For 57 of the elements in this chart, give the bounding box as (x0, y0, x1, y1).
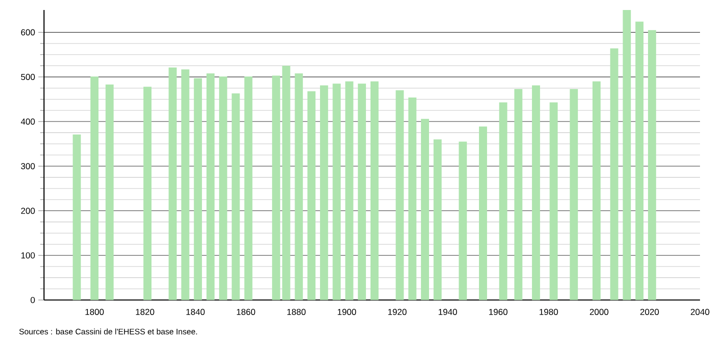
bar (194, 78, 202, 300)
y-tick-label: 400 (20, 118, 35, 125)
bar (181, 69, 190, 300)
y-tick-label: 600 (21, 29, 35, 36)
bar (408, 97, 416, 300)
source-note: Sources : base Cassini de l'EHESS et base Insee. (19, 328, 197, 334)
bar (570, 88, 578, 300)
x-tick-label: 1840 (186, 308, 205, 315)
bar (282, 66, 290, 300)
bar (307, 91, 316, 300)
x-tick-label: 2000 (590, 308, 608, 315)
x-tick-label: 1880 (287, 308, 306, 315)
x-tick-label: 1960 (489, 308, 508, 315)
bar (332, 84, 341, 300)
bar (294, 73, 303, 300)
bar (90, 76, 98, 300)
bar (648, 30, 656, 300)
bar (610, 48, 618, 300)
x-tick-label: 1860 (236, 308, 256, 315)
bar (232, 93, 240, 300)
bar (458, 142, 467, 300)
bar (168, 68, 177, 300)
bar (244, 76, 252, 300)
x-tick-label: 2040 (690, 308, 710, 315)
y-tick-label: 0 (30, 296, 35, 304)
bar (434, 139, 442, 300)
x-tick-label: 1800 (85, 308, 104, 315)
bar (550, 102, 558, 300)
bar (272, 76, 280, 300)
y-tick-label: 300 (21, 163, 35, 170)
bar (106, 84, 114, 300)
x-tick-label: 1920 (388, 308, 407, 315)
bar (206, 73, 215, 300)
bar (370, 81, 379, 300)
bar (478, 126, 488, 300)
x-tick-label: 1940 (438, 308, 457, 315)
bar (622, 10, 631, 300)
bar (592, 81, 601, 300)
x-tick-label: 1900 (338, 308, 356, 315)
y-tick-label: 200 (21, 208, 35, 214)
bar (345, 81, 354, 300)
bar (320, 85, 328, 300)
y-tick-label: 100 (21, 252, 35, 258)
bar (143, 86, 152, 300)
bar (532, 85, 540, 300)
y-tick-label: 500 (21, 74, 35, 80)
bar (514, 88, 522, 300)
bar (499, 102, 508, 300)
x-tick-label: 1820 (136, 308, 154, 315)
bar (635, 22, 644, 300)
bar (396, 90, 404, 300)
bar (358, 84, 366, 300)
x-tick-label: 1980 (540, 308, 558, 315)
bar (219, 76, 228, 300)
bar (72, 134, 81, 300)
x-tick-label: 2020 (640, 308, 659, 315)
bar (420, 118, 430, 300)
